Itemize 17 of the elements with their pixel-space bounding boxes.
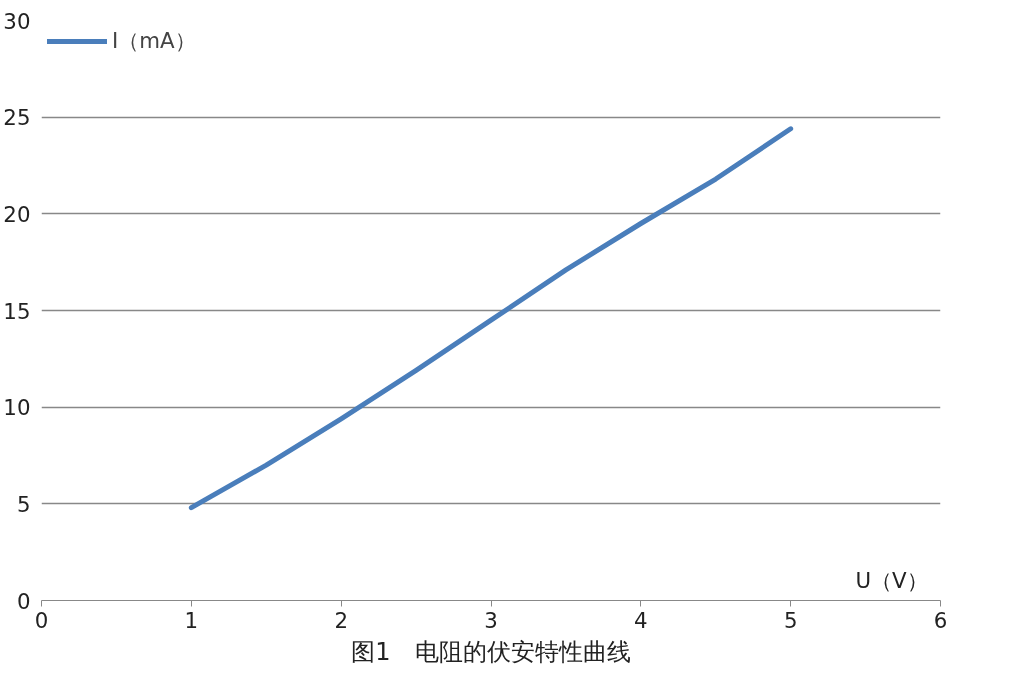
y-tick-label: 5 [16, 491, 31, 517]
text: 图1 电阻的伏安特性曲线 [351, 637, 631, 666]
y-tick-label: 10 [3, 395, 31, 421]
y-tick-label: 30 [3, 8, 31, 34]
legend-label: I（mA） [112, 27, 196, 55]
x-axis-title: U（V） [855, 567, 928, 593]
x-tick-label: 5 [783, 607, 798, 633]
x-tick-label: 4 [634, 607, 648, 633]
y-tick-label: 15 [3, 298, 31, 324]
x-tick-label: 0 [34, 607, 49, 633]
y-tick-label: 20 [3, 201, 31, 227]
y-tick-label: 25 [3, 105, 31, 131]
x-tick-label: 2 [334, 607, 348, 633]
x-tick-label: 6 [933, 607, 948, 633]
y-tick-label: 0 [16, 588, 31, 614]
x-tick-label: 3 [484, 607, 498, 633]
x-tick-label: 1 [184, 607, 199, 633]
